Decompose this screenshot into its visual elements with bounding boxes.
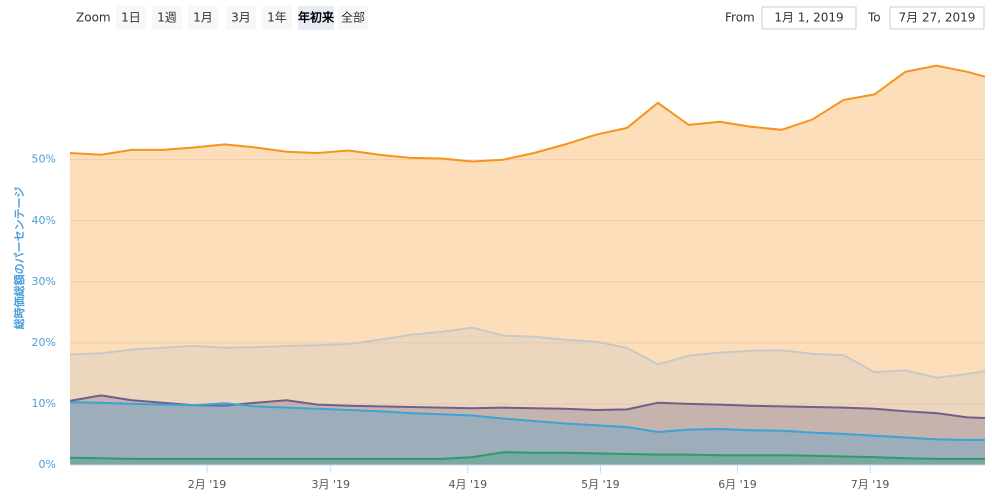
to-input[interactable] xyxy=(889,6,985,30)
zoom-button-label[interactable]: 1月 xyxy=(193,11,213,25)
x-tick-label: 2月 '19 xyxy=(188,478,227,491)
y-axis-title: 総時価総額のパーセンテージ xyxy=(12,187,26,330)
series-area xyxy=(70,65,985,465)
x-tick-label: 4月 '19 xyxy=(449,478,488,491)
plot-area xyxy=(69,64,986,465)
series-line xyxy=(69,326,986,379)
zoom-button-label[interactable]: 全部 xyxy=(341,10,365,25)
x-tick-label: 5月 '19 xyxy=(581,478,620,491)
zoom-button[interactable] xyxy=(262,6,292,30)
y-tick-label: 20% xyxy=(32,336,56,349)
series-area xyxy=(70,395,985,465)
zoom-button-label[interactable]: 1日 xyxy=(121,11,141,25)
y-tick-label: 30% xyxy=(32,275,56,288)
y-tick-label: 40% xyxy=(32,214,56,227)
y-tick-label: 10% xyxy=(32,397,56,410)
y-tick-label: 50% xyxy=(32,153,56,166)
to-label: To xyxy=(867,11,881,25)
x-tick-label: 7月 '19 xyxy=(851,478,890,491)
series-line xyxy=(69,401,985,441)
y-tick-label: 0% xyxy=(39,458,56,471)
zoom-button-label[interactable]: 年初来 xyxy=(298,10,335,25)
from-value[interactable]: 1月 1, 2019 xyxy=(774,11,843,25)
zoom-button[interactable] xyxy=(298,6,334,30)
zoom-button[interactable] xyxy=(116,6,146,30)
zoom-button-label[interactable]: 3月 xyxy=(231,11,251,25)
zoom-button[interactable] xyxy=(226,6,256,30)
series-line xyxy=(69,451,985,460)
series-line xyxy=(69,394,986,419)
zoom-label: Zoom xyxy=(76,11,111,25)
from-label: From xyxy=(725,11,755,25)
x-tick-label: 3月 '19 xyxy=(312,478,351,491)
x-tick-label: 6月 '19 xyxy=(718,478,757,491)
from-input[interactable] xyxy=(761,6,857,30)
zoom-button[interactable] xyxy=(338,6,368,30)
series-area xyxy=(70,402,985,465)
zoom-button-label[interactable]: 1年 xyxy=(267,11,287,25)
zoom-button-label[interactable]: 1週 xyxy=(157,11,177,25)
zoom-button[interactable] xyxy=(152,6,182,30)
to-value[interactable]: 7月 27, 2019 xyxy=(899,11,976,25)
series-line xyxy=(69,64,986,163)
zoom-button[interactable] xyxy=(188,6,218,30)
